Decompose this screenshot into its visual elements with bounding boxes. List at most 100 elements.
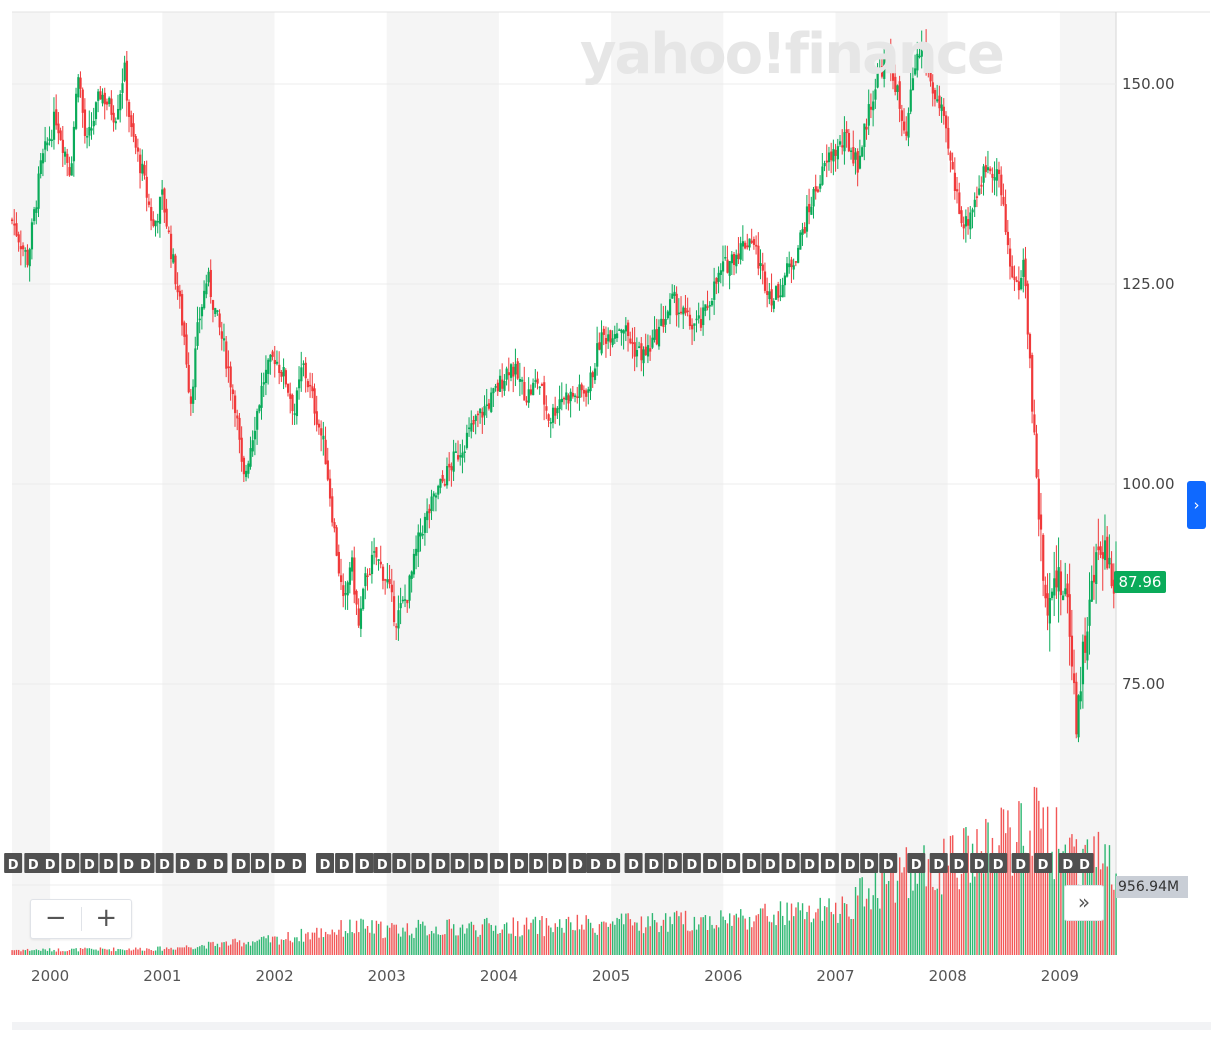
event-marker[interactable]	[24, 853, 43, 873]
event-marker[interactable]	[1058, 853, 1077, 873]
candle-body	[956, 189, 959, 192]
event-marker[interactable]	[949, 853, 968, 873]
event-marker[interactable]	[781, 853, 800, 873]
event-marker[interactable]	[4, 853, 23, 873]
event-marker[interactable]	[155, 853, 174, 873]
candle-body	[282, 367, 285, 377]
event-marker[interactable]	[61, 853, 80, 873]
volume-bar	[274, 936, 276, 955]
scroll-right-button[interactable]: »	[1064, 885, 1104, 921]
volume-bar	[598, 924, 601, 955]
volume-bar	[570, 922, 572, 955]
event-marker[interactable]	[209, 853, 228, 873]
event-marker[interactable]	[41, 853, 60, 873]
zoom-out-button[interactable]: −	[44, 903, 67, 933]
event-marker[interactable]	[1034, 853, 1053, 873]
candle-body	[763, 271, 767, 291]
event-marker[interactable]	[761, 853, 780, 873]
event-marker[interactable]	[136, 853, 155, 873]
event-marker[interactable]	[510, 853, 529, 873]
event-marker[interactable]	[682, 853, 701, 873]
candle-body	[176, 285, 179, 293]
event-marker[interactable]	[820, 853, 839, 873]
event-marker[interactable]	[529, 853, 548, 873]
volume-bar	[40, 950, 42, 955]
event-marker[interactable]	[929, 853, 948, 873]
event-marker[interactable]	[624, 853, 643, 873]
event-marker[interactable]	[1011, 853, 1030, 873]
volume-bar	[468, 923, 470, 955]
event-marker[interactable]	[80, 853, 99, 873]
candle-body	[37, 173, 40, 209]
candle-body	[457, 455, 460, 460]
event-marker[interactable]	[742, 853, 761, 873]
event-marker[interactable]	[663, 853, 682, 873]
event-marker[interactable]	[411, 853, 430, 873]
volume-bar	[589, 922, 592, 955]
event-marker[interactable]	[119, 853, 138, 873]
candle-body	[1039, 514, 1043, 530]
event-marker[interactable]	[316, 853, 335, 873]
event-marker[interactable]	[175, 853, 194, 873]
event-marker[interactable]	[722, 853, 741, 873]
candle-body	[1033, 414, 1036, 433]
event-marker[interactable]	[568, 853, 587, 873]
volume-bar	[715, 925, 718, 955]
candle-body	[571, 392, 575, 397]
event-marker[interactable]	[644, 853, 663, 873]
event-marker[interactable]	[989, 853, 1008, 873]
candle-body	[194, 348, 197, 388]
event-marker[interactable]	[335, 853, 354, 873]
candle-body	[112, 112, 115, 123]
x-tick-label: 2004	[480, 967, 518, 985]
event-marker[interactable]	[192, 853, 211, 873]
volume-bar	[890, 858, 892, 955]
event-marker[interactable]	[841, 853, 860, 873]
candle-body	[22, 245, 25, 250]
volume-bar	[1110, 884, 1113, 955]
volume-bar	[773, 914, 775, 955]
candle-body	[911, 78, 915, 91]
volume-bar	[536, 933, 539, 955]
event-marker[interactable]	[231, 853, 250, 873]
candle-body	[880, 65, 884, 77]
event-marker[interactable]	[860, 853, 879, 873]
event-marker[interactable]	[99, 853, 118, 873]
event-marker[interactable]	[548, 853, 567, 873]
event-marker[interactable]	[602, 853, 621, 873]
event-marker[interactable]	[1075, 853, 1094, 873]
event-marker[interactable]	[907, 853, 926, 873]
volume-bar	[581, 924, 583, 955]
event-marker[interactable]	[450, 853, 469, 873]
event-marker[interactable]	[271, 853, 290, 873]
event-marker[interactable]	[489, 853, 508, 873]
event-marker[interactable]	[970, 853, 989, 873]
expand-panel-button[interactable]: ›	[1187, 481, 1206, 529]
event-marker[interactable]	[355, 853, 374, 873]
volume-bar	[717, 927, 720, 955]
event-marker[interactable]	[373, 853, 392, 873]
event-marker-label: D	[359, 858, 370, 873]
event-marker[interactable]	[392, 853, 411, 873]
volume-bar	[373, 933, 375, 955]
event-marker[interactable]	[586, 853, 605, 873]
volume-bar	[439, 934, 442, 955]
volume-bar	[797, 902, 799, 955]
volume-bar	[660, 925, 662, 955]
x-tick-label: 2006	[704, 967, 742, 985]
candle-body	[920, 45, 923, 57]
event-marker[interactable]	[431, 853, 450, 873]
volume-bar	[84, 947, 86, 955]
event-marker[interactable]	[250, 853, 269, 873]
event-marker[interactable]	[879, 853, 898, 873]
zoom-in-button[interactable]: +	[95, 903, 118, 933]
volume-bar	[618, 919, 620, 955]
candle-body	[412, 553, 416, 575]
event-marker[interactable]	[469, 853, 488, 873]
event-marker[interactable]	[800, 853, 819, 873]
volume-bar	[768, 921, 771, 955]
event-marker[interactable]	[703, 853, 722, 873]
event-marker[interactable]	[287, 853, 306, 873]
